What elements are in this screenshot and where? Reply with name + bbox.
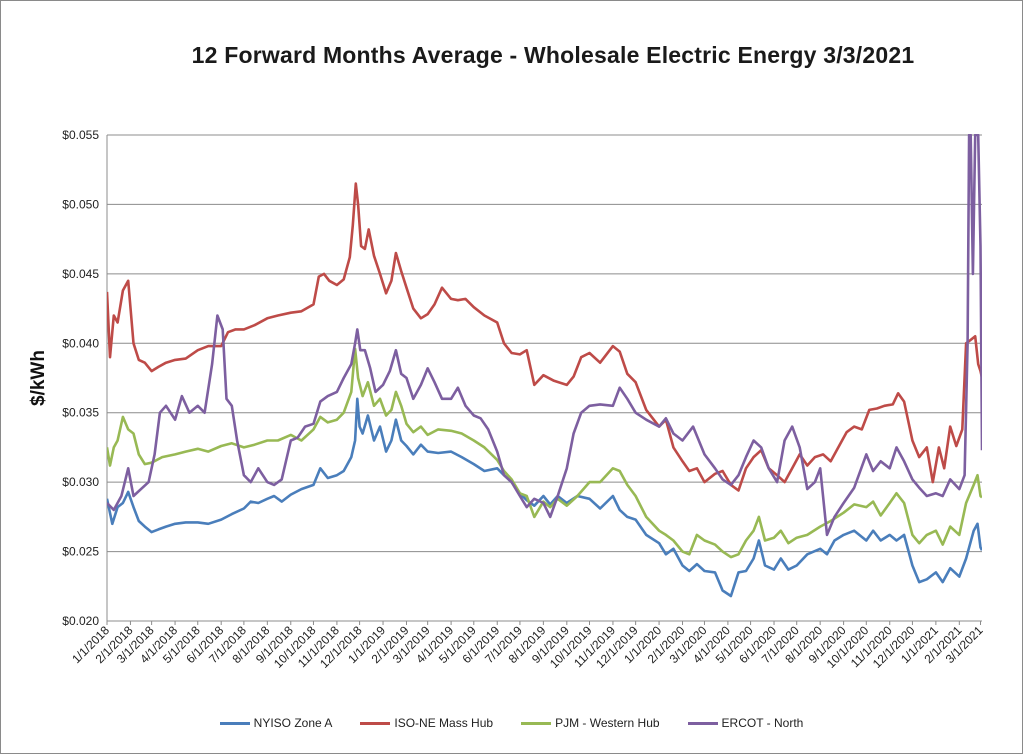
legend-item-pjm-western-hub: PJM - Western Hub: [521, 716, 660, 730]
y-tick-label: $0.040: [62, 336, 99, 350]
series-lines: [107, 134, 982, 598]
y-tick-label: $0.035: [62, 406, 99, 420]
legend-label: ISO-NE Mass Hub: [394, 716, 494, 730]
y-axis-label: $/kWh: [28, 350, 49, 406]
legend-swatch: [360, 721, 391, 725]
series-line-iso-ne-mass-hub: [107, 182, 982, 492]
legend-item-iso-ne-mass-hub: ISO-NE Mass Hub: [360, 716, 493, 730]
y-tick-label: $0.055: [62, 128, 99, 142]
x-tick-labels: 1/1/20182/1/20183/1/20184/1/20185/1/2018…: [69, 621, 986, 671]
grid-lines: [107, 134, 982, 622]
legend-item-ercot-north: ERCOT - North: [687, 716, 804, 730]
legend-swatch: [219, 721, 250, 725]
legend-item-nyiso-zone-a: NYISO Zone A: [219, 716, 333, 730]
series-line-ercot-north: [107, 134, 982, 537]
legend: NYISO Zone A ISO-NE Mass Hub PJM - Western…: [0, 716, 1023, 730]
y-tick-label: $0.020: [62, 614, 99, 628]
legend-label: ERCOT - North: [721, 716, 804, 730]
legend-swatch: [521, 721, 552, 725]
legend-label: PJM - Western Hub: [555, 716, 660, 730]
y-tick-labels: $0.055 $0.050 $0.045 $0.040 $0.035 $0.030 $0.0…: [62, 128, 99, 628]
legend-label: NYISO Zone A: [253, 716, 333, 730]
y-tick-label: $0.030: [62, 475, 99, 489]
y-tick-label: $0.025: [62, 545, 99, 559]
axes: [106, 135, 982, 622]
y-tick-label: $0.050: [62, 197, 99, 211]
series-line-pjm-western-hub: [107, 347, 982, 559]
legend-swatch: [687, 721, 718, 725]
chart-title: 12 Forward Months Average - Wholesale El…: [191, 42, 915, 68]
y-tick-label: $0.045: [62, 267, 99, 281]
